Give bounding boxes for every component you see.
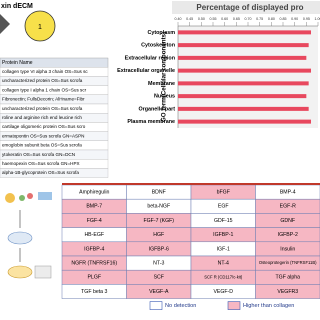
table-cell: BMP-4 bbox=[280, 189, 296, 195]
x-tick-label: 0.65 bbox=[233, 17, 240, 21]
legend-label: Higher than collagen bbox=[243, 303, 294, 309]
bar bbox=[178, 119, 311, 124]
plot-bg bbox=[178, 26, 318, 128]
x-tick-label: 0.95 bbox=[303, 17, 310, 21]
table-cell: IGFBP-6 bbox=[149, 246, 169, 252]
table-cell: IGF-1 bbox=[217, 246, 230, 252]
y-tick-label: Cytoplasm bbox=[147, 30, 175, 36]
y-tick-label: Nucleus bbox=[154, 94, 175, 100]
x-tick-label: 0.75 bbox=[256, 17, 263, 21]
table-cell: FGF-7 (KGF) bbox=[143, 218, 174, 224]
table-cell: EGF-R bbox=[280, 204, 296, 210]
table-cell: NGFR (TNFRSF16) bbox=[71, 260, 117, 266]
table-cell: collagen type VI alpha 3 chain OS=Sus sc bbox=[2, 69, 88, 74]
chart-title: Percentage of displayed pro bbox=[196, 3, 303, 12]
schematic bbox=[5, 192, 52, 279]
table-cell-bg bbox=[255, 284, 320, 299]
icon bbox=[27, 193, 33, 199]
icon bbox=[7, 231, 33, 245]
bar bbox=[178, 30, 311, 35]
legend-swatch bbox=[149, 301, 163, 310]
bar bbox=[178, 81, 309, 86]
table-row bbox=[0, 168, 109, 178]
x-tick-label: 0.90 bbox=[291, 17, 298, 21]
x-tick-label: 0.85 bbox=[280, 17, 287, 21]
table-cell: NT-3 bbox=[153, 260, 164, 266]
y-tick-label: Cytoskeleton bbox=[141, 43, 175, 49]
table-cell: alpha-1B-glycoprotein OS=Sus scrofa bbox=[2, 170, 79, 175]
y-tick-label: Plasma membrane bbox=[127, 119, 175, 125]
table-cell: haemopexin OS=Sus scrofa GN=HPX bbox=[2, 161, 80, 166]
bar bbox=[178, 68, 311, 73]
table-cell: IGFBP-1 bbox=[213, 232, 233, 238]
table-cell: IGFBP-4 bbox=[84, 246, 104, 252]
table-cell: NT-4 bbox=[218, 260, 229, 266]
legend-swatch bbox=[227, 301, 241, 310]
venn-count: 1 bbox=[38, 24, 42, 31]
y-tick-label: Extracellular region bbox=[125, 55, 175, 61]
x-tick-label: 0.70 bbox=[245, 17, 252, 21]
table-cell: FGF-4 bbox=[87, 218, 102, 224]
table-cell: SCF bbox=[154, 275, 164, 281]
y-axis-label: GO term(Cellular components) bbox=[161, 32, 168, 122]
table-cell: ytokeratin OS=Sus scrofa GN=DCN bbox=[2, 152, 75, 157]
table-header-line bbox=[62, 183, 320, 185]
x-tick-label: 0.80 bbox=[268, 17, 275, 21]
table-cell: PLGF bbox=[87, 275, 101, 281]
x-tick-label: 1.00 bbox=[315, 17, 320, 21]
table-cell: bFGF bbox=[217, 189, 230, 195]
icon bbox=[38, 192, 52, 200]
table-cell: SCF R (CD117/c-kit) bbox=[204, 274, 243, 279]
table-cell: roline and arginine rich end leucine ric… bbox=[2, 115, 82, 120]
bar bbox=[178, 94, 307, 99]
table-cell: uncharacterized protein OS=Sus scrofa bbox=[2, 106, 83, 111]
legend-label: No detection bbox=[165, 303, 196, 309]
bar bbox=[178, 43, 309, 48]
icon bbox=[7, 265, 33, 279]
bar bbox=[178, 55, 307, 60]
chart-title-bg bbox=[172, 1, 320, 14]
x-tick-label: 0.40 bbox=[175, 17, 182, 21]
table-cell: collagen type I alpha 1 chain OS=Sus scr bbox=[2, 87, 87, 92]
venn-circle bbox=[24, 10, 56, 42]
table-cell: VEGF-D bbox=[213, 289, 233, 295]
table-cell: emoglobin subunit beta OS=Sus scrofa bbox=[2, 143, 82, 148]
bar bbox=[178, 106, 309, 111]
y-tick-label: Organelle part bbox=[138, 106, 175, 112]
y-tick-label: Extracellular organelle bbox=[117, 68, 175, 74]
table-cell: EGF bbox=[218, 204, 229, 210]
table-cell: TGF beta 3 bbox=[81, 289, 107, 295]
table-cell: TGF alpha bbox=[275, 275, 300, 281]
table-cell: VEGFR3 bbox=[277, 289, 298, 295]
icon bbox=[34, 265, 52, 279]
icon bbox=[5, 193, 15, 203]
table-cell: BDNF bbox=[152, 189, 166, 195]
table-cell: GDF-15 bbox=[214, 218, 233, 224]
y-tick-label: Membrane bbox=[148, 81, 175, 87]
table-cell: VEGF-A bbox=[149, 289, 169, 295]
table-cell: GDNF bbox=[280, 218, 295, 224]
table-cell: BMP-7 bbox=[86, 204, 102, 210]
table-cell: HB-EGF bbox=[84, 232, 104, 238]
icon bbox=[19, 195, 25, 201]
table-header: Protein Name bbox=[2, 60, 33, 66]
venn-title: xin dECM bbox=[1, 3, 33, 10]
x-tick-label: 0.45 bbox=[186, 17, 193, 21]
table-cell: Osteoprotegerin (TNFRSF11B) bbox=[259, 260, 317, 265]
table-cell: Amphiregulin bbox=[79, 189, 109, 195]
x-tick-label: 0.50 bbox=[198, 17, 205, 21]
x-tick-label: 0.60 bbox=[221, 17, 228, 21]
table-cell: uncharacterized protein OS=Sus scrofa bbox=[2, 78, 83, 83]
x-tick-label: 0.55 bbox=[210, 17, 217, 21]
table-cell: ermatopontin OS=Sus scrofa GN=ASPN bbox=[2, 133, 84, 138]
table-cell: HGF bbox=[153, 232, 164, 238]
venn-shape bbox=[0, 14, 10, 34]
table-cell: cartilage oligomeric protein OS=Sus scro bbox=[2, 124, 86, 129]
table-cell: Fibronectin; FullsDecorin; AlHname=Fibr bbox=[2, 97, 85, 102]
table-cell: beta-NGF bbox=[147, 204, 170, 210]
table-cell: Insulin bbox=[280, 246, 295, 252]
table-cell: IGFBP-2 bbox=[278, 232, 298, 238]
